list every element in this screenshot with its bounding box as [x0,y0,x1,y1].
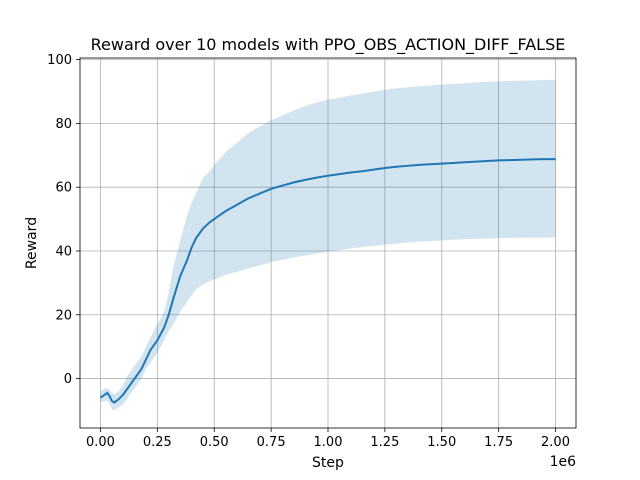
y-tick-label: 40 [55,244,72,259]
reward-mean-line [99,158,556,404]
x-tick-label: 0.00 [86,435,115,450]
x-tick-label: 1.00 [314,435,343,450]
y-gridlines [80,59,576,379]
x-axis-label: Step [312,455,344,471]
x-axis-ticks: 0.00 0.25 0.50 0.75 1.00 1.25 1.50 1.75 2.00 [86,428,570,450]
x-tick-label: 0.50 [200,435,229,450]
y-tick-label: 80 [55,117,72,132]
chart-title: Reward over 10 models with PPO_OBS_ACTIO… [91,35,566,55]
y-tick-label: 20 [55,308,72,323]
y-axis-label: Reward [24,217,40,269]
x-tick-label: 0.75 [257,435,286,450]
x-tick-label: 2.00 [541,435,570,450]
x-tick-label: 1.50 [427,435,456,450]
y-tick-label: 100 [47,53,72,68]
y-tick-label: 0 [64,372,72,387]
x-tick-label: 0.25 [143,435,172,450]
y-tick-label: 60 [55,181,72,196]
x-tick-label: 1.75 [484,435,513,450]
x-tick-label: 1.25 [370,435,399,450]
x-gridlines [100,58,556,428]
reward-std-band [100,79,556,411]
y-axis-ticks: 0 20 40 60 80 100 [47,53,80,387]
x-axis-offset-label: 1e6 [550,454,577,470]
